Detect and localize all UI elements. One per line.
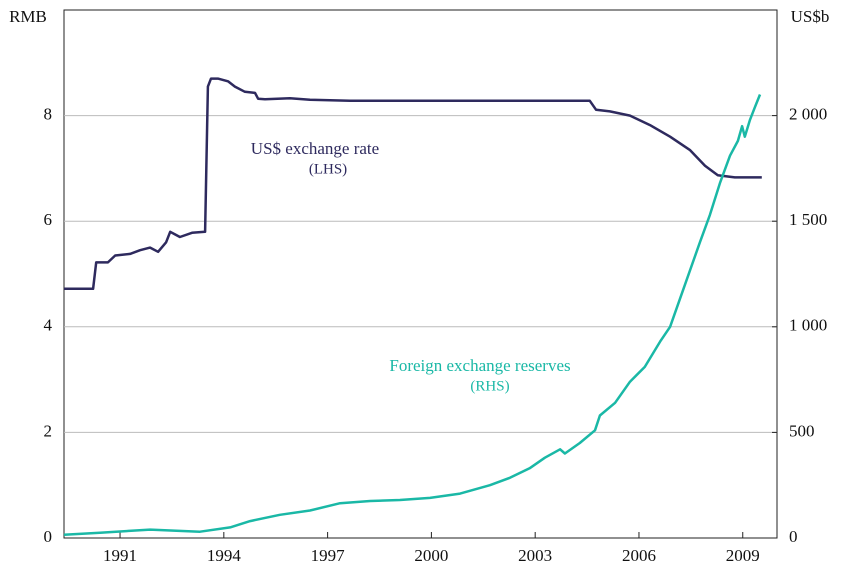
y-tick-label: 2 bbox=[44, 421, 53, 440]
x-tick-label: 2009 bbox=[726, 546, 760, 565]
annotation: (LHS) bbox=[309, 161, 347, 177]
y-tick-label: 8 bbox=[44, 105, 53, 124]
y-tick-label: 6 bbox=[44, 210, 53, 229]
series-line bbox=[63, 94, 762, 537]
y-tick-label: 0 bbox=[44, 527, 53, 546]
annotation: (RHS) bbox=[470, 378, 509, 394]
x-tick-label: 2006 bbox=[622, 546, 656, 565]
y2-tick-label: 0 bbox=[789, 527, 798, 546]
series-line bbox=[64, 77, 762, 291]
y-axis-label: RMB bbox=[9, 7, 47, 26]
x-tick-label: 2000 bbox=[414, 546, 448, 565]
y2-tick-label: 1 500 bbox=[789, 210, 827, 229]
x-tick-label: 1997 bbox=[311, 546, 346, 565]
annotation: Foreign exchange reserves bbox=[389, 356, 570, 375]
x-tick-label: 1991 bbox=[103, 546, 137, 565]
y2-axis-label: US$b bbox=[791, 7, 830, 26]
y2-tick-label: 500 bbox=[789, 421, 815, 440]
y2-tick-label: 1 000 bbox=[789, 316, 827, 335]
y-tick-label: 4 bbox=[44, 316, 53, 335]
annotation: US$ exchange rate bbox=[251, 139, 379, 158]
plot-frame bbox=[63, 9, 778, 539]
x-tick-label: 2003 bbox=[518, 546, 552, 565]
y2-tick-label: 2 000 bbox=[789, 105, 827, 124]
x-tick-label: 1994 bbox=[207, 546, 242, 565]
